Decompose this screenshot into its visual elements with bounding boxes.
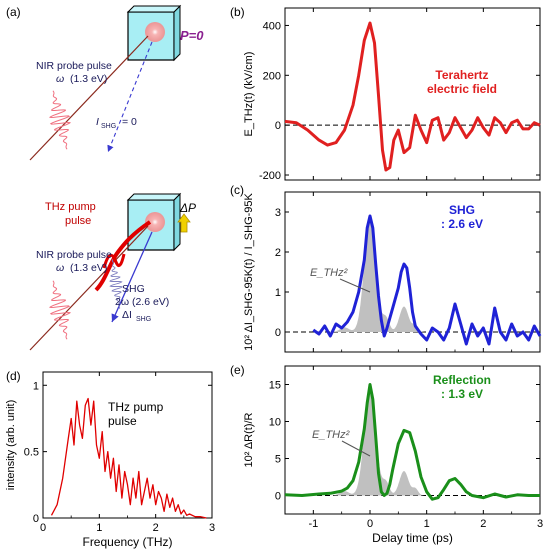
x-tick-label: 2	[480, 518, 486, 530]
y-tick-label: 0	[33, 513, 39, 525]
x-tick-label: 3	[209, 522, 215, 534]
legend-label: Terahertz	[435, 68, 488, 82]
thz-pump-beam	[94, 220, 152, 292]
series-line	[284, 21, 541, 172]
y-tick-label: 0	[275, 120, 281, 132]
x-tick-label: 1	[96, 522, 102, 534]
legend-label: Reflection	[433, 373, 491, 387]
legend-label: pulse	[108, 414, 137, 428]
ishg-sub: SHG	[101, 123, 116, 130]
y-tick-label: 0	[275, 491, 281, 503]
plot-frame	[284, 191, 541, 353]
y-tick-label: -200	[259, 170, 281, 182]
legend-label: THz pump	[108, 400, 164, 414]
shg-pulse	[109, 259, 123, 309]
panel-label-e: (e)	[230, 363, 245, 377]
y-tick-label: 1	[33, 380, 39, 392]
shg-arrow-bottom	[111, 231, 153, 323]
y-tick-label: 3	[275, 207, 281, 219]
pump-label-2: pulse	[65, 215, 91, 227]
legend-label: electric field	[427, 82, 497, 96]
legend-label: : 1.3 eV	[441, 387, 483, 401]
probe-beam-top	[29, 35, 149, 161]
probe-freq-top: ω	[56, 73, 64, 85]
polarization-label: P=0	[180, 28, 204, 43]
y-axis-label: 10² ΔR(t)/R	[243, 412, 255, 467]
y-tick-label: 0.5	[24, 447, 39, 459]
shg-arrow-top	[107, 41, 153, 153]
x-tick-label: 0	[40, 522, 46, 534]
probe-label-top: NIR probe pulse	[36, 60, 112, 72]
probe-energy-bottom: (1.3 eV)	[70, 262, 107, 274]
panel-label-d: (d)	[6, 369, 21, 383]
annotation-arrow	[339, 278, 371, 293]
y-tick-label: 1	[275, 287, 281, 299]
probe-pulse-bottom	[48, 280, 72, 340]
shg-label-2: 2ω (2.6 eV)	[115, 296, 169, 308]
probe-pulse-top	[48, 90, 72, 150]
y-tick-label: 0	[275, 327, 281, 339]
y-tick-label: 200	[263, 70, 281, 82]
annotation-arrow	[341, 440, 371, 457]
delta-p-arrow	[177, 213, 191, 233]
crystal-bottom	[126, 192, 182, 252]
legend-label: : 2.6 eV	[441, 217, 483, 231]
panel-label-b: (b)	[230, 5, 245, 19]
y-axis-label: E_THz(t) (kV/cm)	[243, 52, 255, 137]
shg-label-3-sub: SHG	[136, 316, 151, 323]
pump-label-1: THz pump	[45, 201, 96, 213]
x-tick-label: 1	[424, 518, 430, 530]
panel-label-a: (a)	[6, 5, 21, 19]
x-tick-label: 3	[537, 518, 543, 530]
series-line	[284, 383, 540, 501]
ishg-value: = 0	[122, 116, 137, 128]
series-line	[312, 214, 542, 346]
ethz2-annotation: E_THz²	[310, 267, 348, 279]
chart-e: -1 0 1 2 3 15 10 5 0 Reflection: 1.3 eV Delay time…	[243, 365, 543, 545]
chart-c: 3 2 1 0 SHG: 2.6 eV 10² ΔI_SHG-95K(t) / I_SHG…	[243, 191, 542, 353]
plot-frame	[42, 371, 213, 519]
series-line	[50, 397, 207, 519]
probe-freq-bottom: ω	[56, 262, 64, 274]
plot-frame	[284, 365, 541, 515]
probe-beam-bottom	[29, 225, 149, 351]
crystal-top	[126, 4, 182, 62]
probe-energy-top: (1.3 eV)	[70, 73, 107, 85]
ethz2-annotation: E_THz²	[312, 429, 350, 441]
ishg-label: I	[96, 116, 99, 128]
y-axis-label: 10² ΔI_SHG-95K(t) / I_SHG-95K	[243, 192, 255, 350]
panel-label-c: (c)	[230, 183, 244, 197]
y-tick-label: 15	[269, 380, 281, 392]
x-tick-label: -1	[308, 518, 318, 530]
x-axis-label: Frequency (THz)	[82, 535, 172, 549]
y-tick-label: 10	[269, 417, 281, 429]
x-axis-label: Delay time (ps)	[372, 531, 453, 545]
y-tick-label: 400	[263, 20, 281, 32]
y-tick-label: 5	[275, 454, 281, 466]
x-tick-label: 2	[153, 522, 159, 534]
x-tick-label: 0	[367, 518, 373, 530]
shg-label-1: SHG	[122, 283, 145, 295]
delta-p-label: ΔP	[179, 201, 196, 215]
y-tick-label: 2	[275, 247, 281, 259]
shg-label-3: ΔI	[122, 309, 132, 321]
y-axis-label: intensity (arb. unit)	[5, 400, 17, 490]
probe-label-bottom: NIR probe pulse	[36, 249, 112, 261]
plot-frame	[284, 7, 541, 181]
legend-label: SHG	[449, 203, 475, 217]
laser-spot	[145, 22, 165, 42]
